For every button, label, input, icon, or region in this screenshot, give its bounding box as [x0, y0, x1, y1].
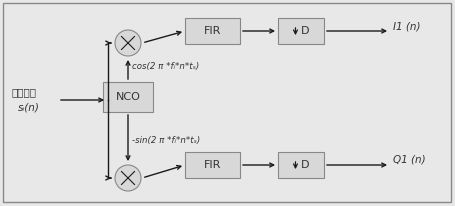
- Text: sᵢ(n): sᵢ(n): [18, 102, 40, 112]
- Bar: [185, 18, 239, 44]
- Bar: [103, 82, 153, 112]
- Text: D: D: [301, 160, 309, 170]
- Text: cos(2 π *fᵢ*n*tₛ): cos(2 π *fᵢ*n*tₛ): [131, 62, 199, 71]
- Text: 数字中频: 数字中频: [12, 87, 37, 97]
- Circle shape: [115, 30, 141, 56]
- Text: FIR: FIR: [203, 26, 221, 36]
- Text: FIR: FIR: [203, 160, 221, 170]
- Text: -sin(2 π *fᵢ*n*tₛ): -sin(2 π *fᵢ*n*tₛ): [131, 137, 200, 145]
- Circle shape: [115, 165, 141, 191]
- Text: NCO: NCO: [115, 92, 140, 102]
- Text: I1 (n): I1 (n): [392, 21, 420, 31]
- Bar: [278, 152, 324, 178]
- Text: D: D: [301, 26, 309, 36]
- Bar: [185, 152, 239, 178]
- Bar: [278, 18, 324, 44]
- Text: Q1 (n): Q1 (n): [392, 155, 425, 165]
